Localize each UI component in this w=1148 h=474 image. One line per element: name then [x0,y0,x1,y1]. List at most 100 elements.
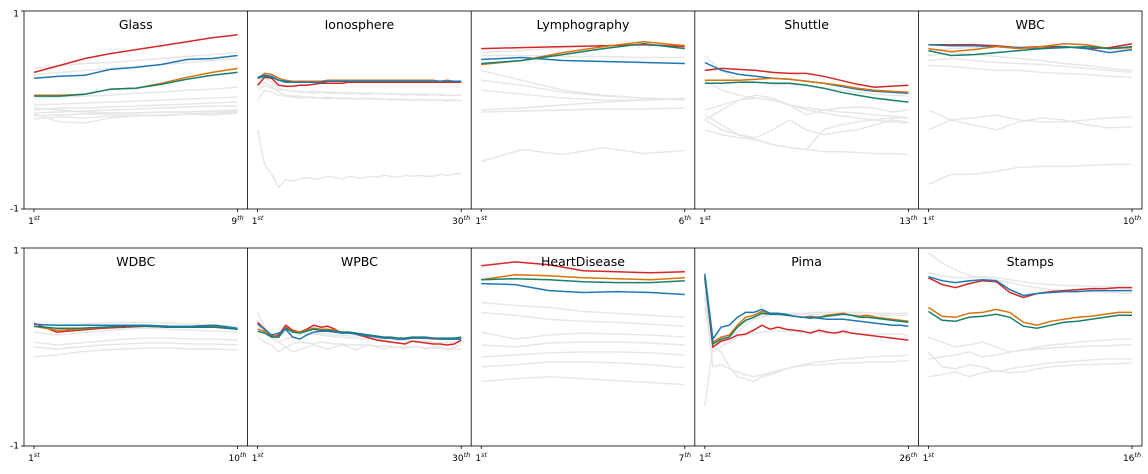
panel-title: WDBC [116,254,155,269]
x-tick-last-label: 26th [899,451,917,464]
series-line-red [481,261,685,274]
series-line-green [704,81,909,103]
series-line-blue [481,282,685,296]
panel-lymphography: Lymphography 1st 6th [470,11,691,227]
series-line-orange [928,42,1133,53]
x-tick-first-label: 1st [923,451,935,464]
background-series-line-4 [33,347,238,358]
background-series-line-3 [481,79,685,100]
series-line-blue [257,323,462,340]
series-line-orange [927,306,1132,326]
background-series-line-6 [481,107,685,113]
series-line-blue [257,74,462,84]
series-line-blue [481,56,685,65]
series-line-red [257,76,462,87]
row-frame [23,10,1143,210]
x-tick-first-label: 1st [699,214,711,227]
y-tick-min: -1 [10,442,19,452]
background-series-line-10 [33,107,238,114]
y-tick-max: 1 [13,10,19,20]
background-series-line-1 [704,345,909,407]
x-tick-first-label: 1st [28,214,40,227]
series-line-green [927,310,1132,329]
x-tick-last-label: 10th [1123,214,1141,227]
panel-shuttle: Shuttle 1st 13th [694,11,917,227]
background-series-line-6 [928,344,1132,360]
background-series-line-8 [33,112,238,120]
x-tick-last-label: 9th [231,214,243,227]
series-line-green [481,42,685,65]
series-line-green [928,45,1133,57]
background-series-line-2 [928,57,1133,74]
background-series-line-5 [704,297,909,378]
background-series-line-2 [33,57,238,76]
background-series-line-1 [33,327,238,336]
background-series-line-7 [704,117,909,151]
series-line-red [33,34,238,74]
background-series-line-4 [481,341,685,348]
panel-title: Pima [791,254,822,269]
panel-ionosphere: Ionosphere 1st 30th [247,11,470,227]
series-line-red [704,67,909,88]
x-tick-last-label: 7th [679,451,691,464]
series-line-orange [257,72,462,83]
background-series-line-2 [481,311,685,327]
panel-title: Shuttle [784,17,829,32]
background-series-line-1 [33,51,238,70]
background-series-line-1 [481,301,685,318]
figure-row-2: 1 -1 WDBC 1st 10th WPBC 1st 30th HeartDisease 1st… [10,247,1143,464]
series-line-blue [33,54,238,80]
x-tick-last-label: 30th [452,451,470,464]
series-line-red [928,277,1132,299]
panel-glass: Glass 1st 9th [28,17,244,227]
panel-title: Stamps [1007,254,1054,269]
x-tick-last-label: 6th [679,214,691,227]
y-tick-min: -1 [10,205,19,215]
x-tick-last-label: 10th [229,451,247,464]
background-series-line-1 [256,129,462,189]
background-series-line-5 [33,101,238,111]
panel-stamps: Stamps 1st 16th [918,248,1141,464]
x-tick-first-label: 1st [475,451,487,464]
panel-wbc: WBC 1st 10th [918,11,1141,227]
background-series-line-3 [481,331,685,340]
background-series-line-4 [33,96,238,106]
background-series-line-3 [33,342,238,350]
series-line-green [257,327,462,339]
background-series-line-7 [481,351,685,358]
panel-title: Ionosphere [325,17,395,32]
background-series-line-6 [481,375,685,386]
background-series-line-5 [928,362,1133,378]
panel-title: WBC [1015,17,1045,32]
x-tick-first-label: 1st [699,451,711,464]
series-line-green [34,71,238,97]
series-line-green [481,277,685,284]
series-line-orange [481,273,685,281]
background-series-line-3 [928,336,1132,353]
x-tick-last-label: 13th [899,214,917,227]
panel-wpbc: WPBC 1st 30th [247,248,470,464]
background-series-line-2 [928,272,1132,289]
background-series-line-3 [257,336,462,353]
y-tick-max: 1 [13,247,19,257]
panel-title: Lymphography [537,17,630,32]
background-series-line-6 [704,97,909,119]
background-series-line-6 [33,105,238,114]
background-series-line-5 [481,361,685,369]
background-series-line-6 [928,163,1132,185]
series-line-red [704,277,909,349]
background-series-line-1 [927,252,1133,295]
panel-wdbc: WDBC 1st 10th [28,254,246,464]
background-series-line-3 [33,86,238,99]
series-line-blue [704,273,909,342]
row-frame [23,247,1143,447]
background-series-line-5 [928,114,1133,131]
background-series-line-4 [704,292,909,349]
background-series-line-4 [928,109,1133,131]
x-tick-first-label: 1st [252,214,264,227]
background-series-line-2 [33,337,238,346]
series-line-blue [33,323,238,329]
panel-title: Glass [119,17,153,32]
